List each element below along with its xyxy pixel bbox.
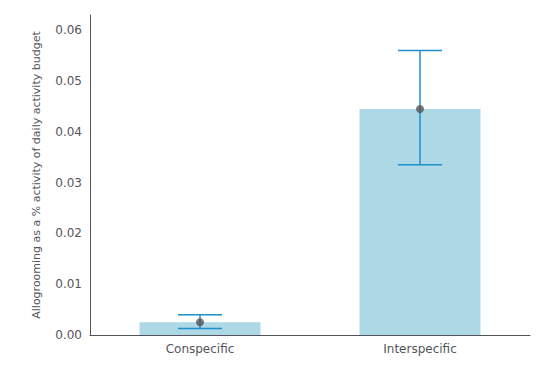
svg-text:0.05: 0.05	[55, 74, 82, 88]
svg-text:0.00: 0.00	[55, 328, 82, 342]
svg-text:0.01: 0.01	[55, 277, 82, 291]
svg-text:0.06: 0.06	[55, 23, 82, 37]
svg-text:Interspecific: Interspecific	[383, 342, 457, 356]
svg-text:0.03: 0.03	[55, 176, 82, 190]
svg-text:0.02: 0.02	[55, 226, 82, 240]
svg-text:Allogrooming as a % activity o: Allogrooming as a % activity of daily ac…	[30, 31, 43, 319]
svg-text:0.04: 0.04	[55, 125, 82, 139]
svg-text:Conspecific: Conspecific	[166, 342, 235, 356]
